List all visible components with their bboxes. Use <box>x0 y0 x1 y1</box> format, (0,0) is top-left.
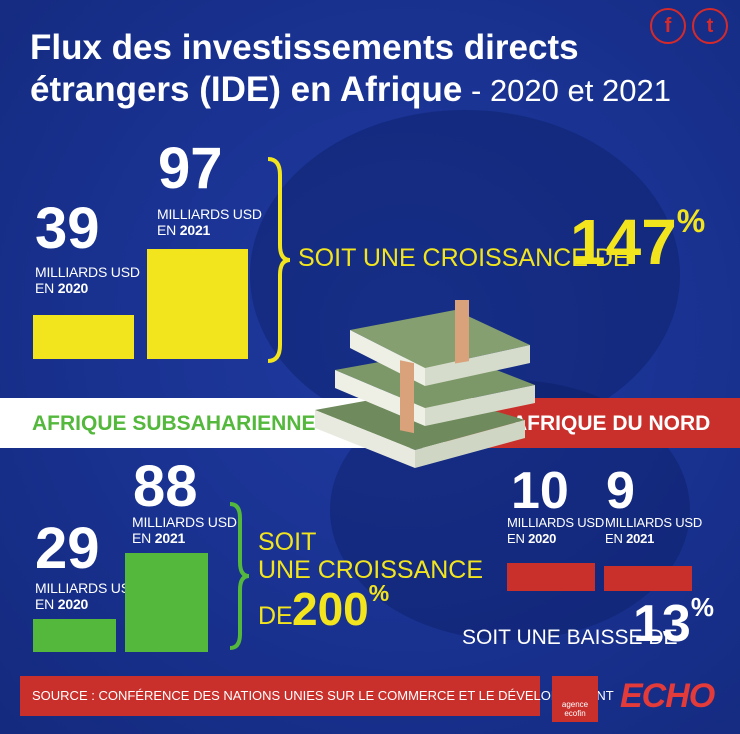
facebook-icon[interactable]: f <box>650 8 686 44</box>
twitter-icon[interactable]: t <box>692 8 728 44</box>
growth-text-subsaharan-2: UNE CROISSANCE <box>258 556 484 584</box>
ecofin-logo: agence ecofin <box>552 676 598 722</box>
page-title-line2: étrangers (IDE) en Afrique - 2020 et 202… <box>30 70 671 111</box>
unit-africa-2020: MILLIARDS USD EN 2020 <box>35 264 140 296</box>
value-africa-2021: 97 <box>158 136 223 201</box>
bar-africa-2021 <box>147 249 248 359</box>
page-title-line1: Flux des investissements directs <box>30 28 579 67</box>
decline-pct-north: 13% <box>633 592 714 653</box>
page-title-years: - 2020 et 2021 <box>462 73 671 108</box>
growth-text-subsaharan-3: DE <box>258 602 293 630</box>
echo-logo: ECHO <box>620 677 715 715</box>
value-africa-2020: 39 <box>35 196 100 261</box>
unit-north-2020: MILLIARDS USD EN 2020 <box>507 515 605 546</box>
value-north-2021: 9 <box>606 462 635 520</box>
bar-africa-2020 <box>33 314 134 359</box>
growth-text-subsaharan-1: SOIT <box>258 528 317 556</box>
unit-africa-2021: MILLIARDS USD EN 2021 <box>157 206 262 238</box>
growth-text-africa: SOIT UNE CROISSANCE DE <box>298 244 630 272</box>
page-title-main: étrangers (IDE) en Afrique <box>30 70 463 109</box>
growth-pct-subsaharan: 200% <box>292 580 390 635</box>
bar-north-2020 <box>507 563 595 591</box>
bar-subsaharan-2020 <box>33 619 116 652</box>
brace-subsaharan <box>229 502 250 650</box>
money-stack-illustration <box>315 300 535 468</box>
decline-text-north: SOIT UNE BAISSE DE <box>462 626 678 649</box>
unit-subsaharan-2021: MILLIARDS USD EN 2021 <box>132 514 237 546</box>
unit-subsaharan-2020: MILLIARDS USD EN 2020 <box>35 580 140 612</box>
value-north-2020: 10 <box>511 462 569 520</box>
region-label-north: AFRIQUE DU NORD <box>512 412 711 435</box>
brace-africa <box>267 157 291 363</box>
bar-subsaharan-2021 <box>125 553 208 652</box>
region-label-subsaharan: AFRIQUE SUBSAHARIENNE <box>32 412 316 435</box>
growth-pct-africa: 147% <box>570 203 706 278</box>
value-subsaharan-2020: 29 <box>35 516 100 581</box>
value-subsaharan-2021: 88 <box>133 454 198 519</box>
bar-north-2021 <box>604 565 692 591</box>
unit-north-2021: MILLIARDS USD EN 2021 <box>605 515 703 546</box>
source-banner: SOURCE : CONFÉRENCE DES NATIONS UNIES SU… <box>20 676 614 716</box>
